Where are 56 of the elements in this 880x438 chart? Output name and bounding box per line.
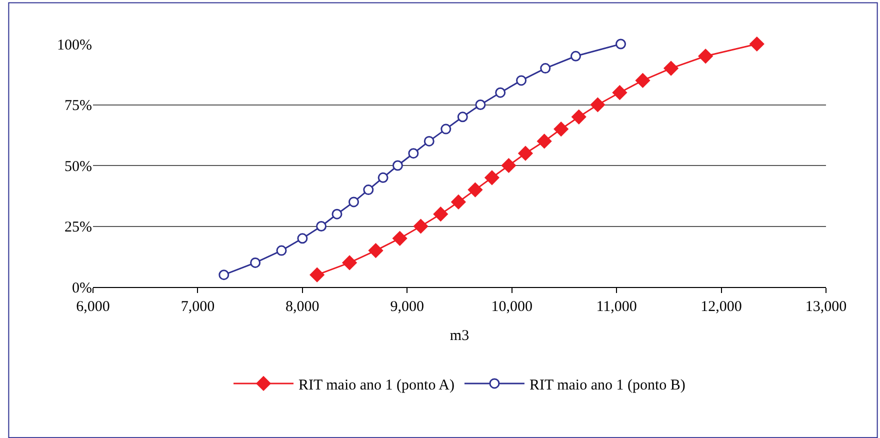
point bbox=[342, 255, 357, 270]
point bbox=[572, 110, 586, 124]
point bbox=[250, 257, 261, 268]
point bbox=[484, 170, 500, 185]
point bbox=[468, 182, 482, 198]
point bbox=[501, 158, 516, 173]
point bbox=[590, 98, 605, 112]
y-tick-label: 50% bbox=[64, 158, 92, 175]
x-tick-label: 6,000 bbox=[76, 299, 110, 315]
point bbox=[363, 184, 374, 196]
x-tick-label: 13,000 bbox=[805, 299, 847, 315]
x-axis-title: m3 bbox=[450, 328, 470, 344]
point bbox=[612, 85, 627, 100]
point bbox=[392, 231, 408, 246]
x-tick-label: 7,000 bbox=[180, 299, 215, 315]
point bbox=[451, 194, 466, 210]
point bbox=[636, 73, 650, 88]
point bbox=[408, 148, 419, 159]
point bbox=[554, 122, 568, 136]
y-tick-label: 100% bbox=[57, 37, 92, 54]
point bbox=[378, 172, 388, 183]
point bbox=[440, 124, 452, 134]
legend-label: RIT maio ano 1 (ponto A) bbox=[298, 377, 454, 394]
x-tick-label: 11,000 bbox=[596, 299, 637, 315]
point bbox=[518, 146, 533, 161]
point bbox=[368, 243, 383, 258]
point bbox=[348, 196, 359, 208]
point bbox=[664, 61, 678, 76]
x-tick-label: 10,000 bbox=[491, 299, 532, 315]
point bbox=[276, 245, 287, 256]
point bbox=[537, 134, 552, 148]
y-tick-label: 25% bbox=[64, 220, 92, 236]
point bbox=[424, 136, 434, 146]
point bbox=[750, 36, 764, 52]
point bbox=[316, 221, 327, 232]
y-tick-label: 75% bbox=[64, 98, 92, 114]
point bbox=[475, 100, 486, 110]
y-tick-label: 0% bbox=[72, 280, 92, 296]
point bbox=[457, 112, 468, 122]
legend-label: RIT maio ano 1 (ponto B) bbox=[529, 377, 686, 394]
point bbox=[516, 75, 527, 86]
point bbox=[540, 63, 551, 74]
x-tick-label: 8,000 bbox=[286, 299, 320, 315]
point bbox=[218, 270, 230, 280]
point bbox=[433, 206, 448, 222]
point bbox=[332, 208, 342, 220]
point bbox=[392, 160, 403, 171]
point bbox=[414, 219, 428, 234]
point bbox=[297, 233, 308, 244]
point bbox=[495, 87, 506, 98]
point bbox=[310, 268, 324, 282]
x-tick-label: 12,000 bbox=[700, 299, 742, 315]
point bbox=[570, 50, 581, 62]
point bbox=[616, 38, 626, 50]
point bbox=[698, 48, 713, 64]
x-tick-label: 9,000 bbox=[390, 299, 424, 315]
